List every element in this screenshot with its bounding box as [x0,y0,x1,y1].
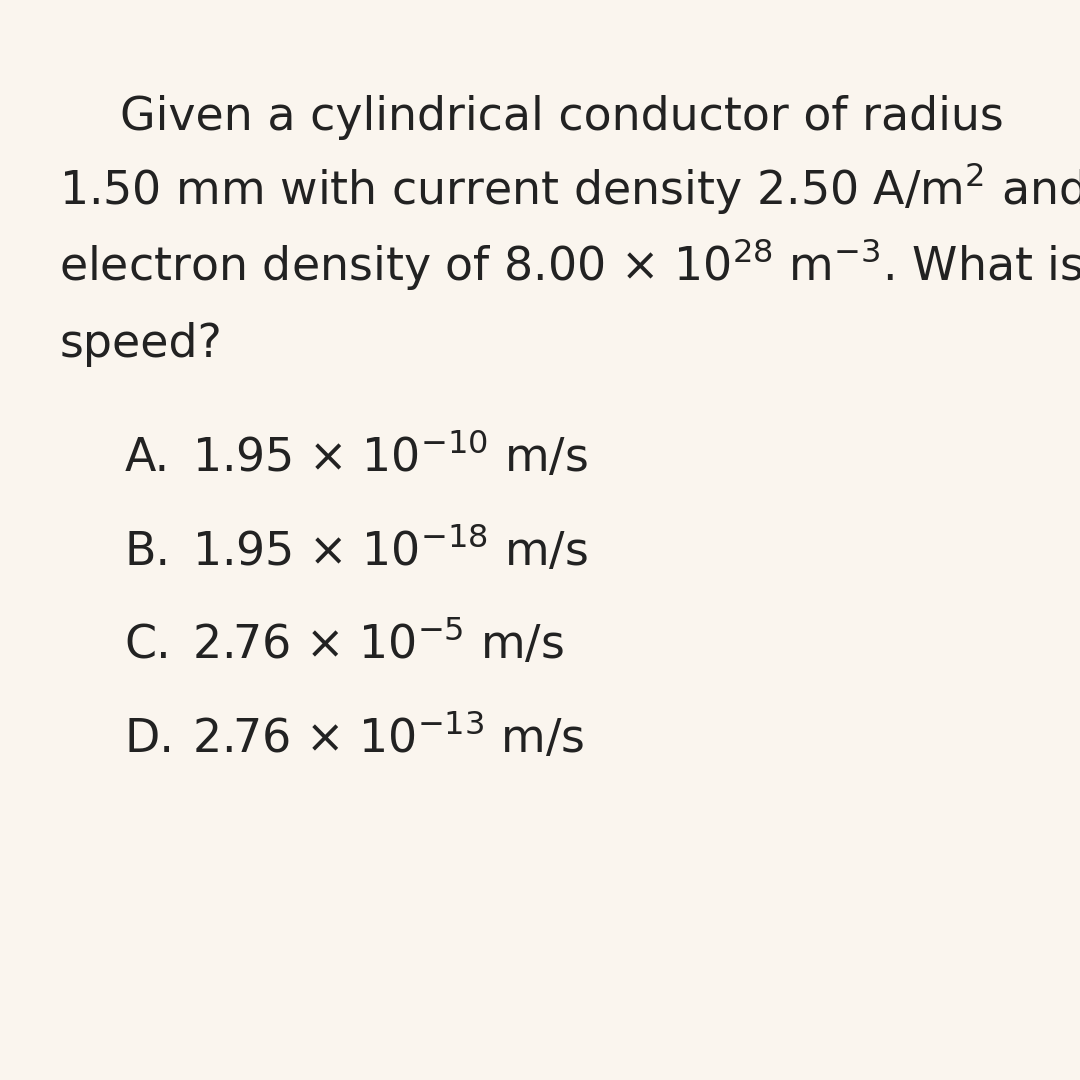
Text: C.: C. [124,623,171,669]
Text: 1.95 $\times$ 10$^{-18}$ m/s: 1.95 $\times$ 10$^{-18}$ m/s [192,525,589,575]
Text: 1.50 mm with current density 2.50 A/m$^{2}$ and free-: 1.50 mm with current density 2.50 A/m$^{… [59,160,1080,216]
Text: 2.76 $\times$ 10$^{-5}$ m/s: 2.76 $\times$ 10$^{-5}$ m/s [192,619,564,669]
Text: 1.95 $\times$ 10$^{-10}$ m/s: 1.95 $\times$ 10$^{-10}$ m/s [192,431,589,481]
Text: electron density of 8.00 $\times$ 10$^{28}$ m$^{-3}$. What is the drift: electron density of 8.00 $\times$ 10$^{2… [59,235,1080,292]
Text: D.: D. [124,717,174,762]
Text: speed?: speed? [59,322,222,367]
Text: B.: B. [124,529,171,575]
Text: 2.76 $\times$ 10$^{-13}$ m/s: 2.76 $\times$ 10$^{-13}$ m/s [192,713,584,762]
Text: Given a cylindrical conductor of radius: Given a cylindrical conductor of radius [120,95,1003,140]
Text: A.: A. [124,435,170,481]
